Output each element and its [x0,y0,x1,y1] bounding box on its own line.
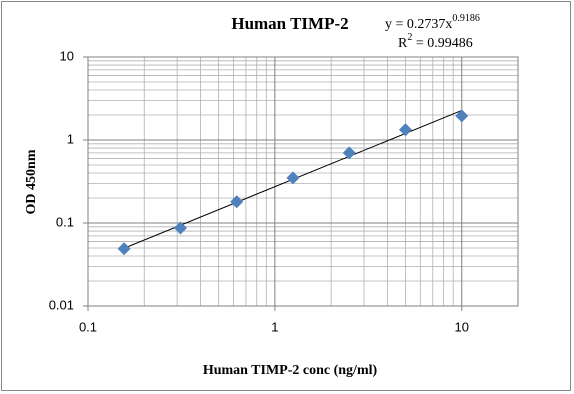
x-tick-label: 0.1 [79,319,97,334]
y-tick-label: 0.01 [49,297,74,312]
data-point [230,195,244,209]
y-tick-label: 0.1 [56,214,74,229]
y-axis-label: OD 450nm [24,149,39,214]
plot-border [87,56,519,307]
trendline-equation: y = 0.2737x0.9186 [385,13,480,32]
y-tick-label: 10 [60,48,74,63]
y-tick-label: 1 [67,131,74,146]
x-axis-label: Human TIMP-2 conc (ng/ml) [203,363,378,378]
data-point [398,123,412,137]
r-squared: R2 = 0.99486 [398,32,473,51]
r-squared-superscript: 2 [407,32,412,43]
equation-base: y = 0.2737x [385,17,452,32]
equation-exponent: 0.9186 [452,13,480,24]
data-point [455,109,469,123]
r-squared-value: = 0.99486 [412,36,472,51]
r-squared-base: R [398,36,408,51]
data-point [117,242,131,256]
data-point [342,146,356,160]
x-tick-label: 1 [271,319,278,334]
chart-title: Human TIMP-2 [231,14,348,33]
x-tick-label: 10 [455,319,469,334]
data-point [173,221,187,235]
data-point [286,171,300,185]
